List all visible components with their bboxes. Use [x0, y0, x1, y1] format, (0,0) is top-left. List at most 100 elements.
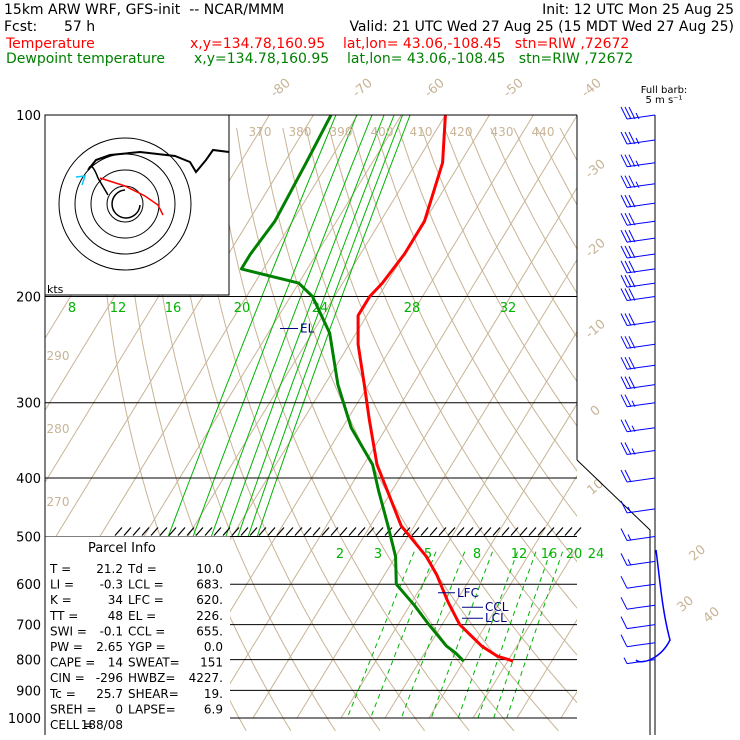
- cap-hatch: [114, 527, 123, 536]
- pressure-tick-label: 600: [16, 578, 41, 593]
- wind-barb-flag: [624, 419, 632, 432]
- wind-barb-low-levels: [635, 549, 671, 663]
- cap-hatch: [213, 527, 222, 536]
- temperature-location: x,y=134.78,160.95 lat,lon= 43.06,-108.45…: [190, 36, 630, 52]
- dry-adiabat-line: [282, 127, 577, 704]
- parcel-value: 655.: [196, 624, 223, 638]
- isotherm-line: [340, 330, 577, 719]
- pressure-tick-label: 300: [16, 397, 41, 412]
- mixing-ratio-label: 5: [424, 547, 432, 562]
- mixing-ratio-label: 32: [500, 301, 517, 316]
- cap-hatch: [231, 527, 240, 536]
- wind-barb-flag: [620, 260, 628, 274]
- init-time: Init: 12 UTC Mon 25 Aug 25: [542, 2, 734, 18]
- parcel-label: EL =: [128, 609, 156, 623]
- dry-adiabat-line: [143, 127, 336, 732]
- wind-barb-flag: [620, 356, 628, 370]
- parcel-value: -0.3: [100, 578, 123, 592]
- pressure-tick-label: 800: [16, 654, 41, 669]
- cap-hatch: [456, 527, 465, 536]
- parcel-label: HWBZ=: [128, 671, 175, 685]
- wind-barb-flag: [628, 245, 636, 259]
- parcel-label: YGP =: [127, 640, 166, 654]
- parcel-value: 683.: [196, 578, 223, 592]
- cap-hatch: [141, 527, 150, 536]
- wind-barb-flag: [628, 194, 636, 208]
- theta-label: 390: [330, 125, 353, 139]
- parcel-value: -296: [96, 671, 123, 685]
- wind-barb-flag: [620, 288, 628, 301]
- wind-barb-flag: [620, 106, 628, 120]
- parcel-value: 188/08: [81, 718, 123, 732]
- mixing-ratio-line: [370, 551, 437, 719]
- wind-barb-half: [631, 400, 636, 407]
- wind-barb-flag: [624, 469, 632, 483]
- parcel-value: 151: [200, 656, 223, 670]
- cap-hatch: [564, 527, 573, 536]
- hodograph-kts-label: kts: [47, 283, 64, 296]
- hodograph-cyan-marker: [75, 175, 87, 186]
- cap-hatch: [348, 527, 357, 536]
- wind-barb-flag: [620, 274, 628, 288]
- dewpoint-profile: [239, 115, 465, 663]
- wind-barb-half: [635, 160, 640, 167]
- parcel-value: 10.0: [196, 562, 223, 576]
- cap-hatch: [168, 527, 177, 536]
- wind-barb-flag: [624, 154, 632, 167]
- dry-adiabat-line: [189, 127, 426, 732]
- wind-barb-shaft: [626, 402, 656, 408]
- isotherm-label: 30: [675, 593, 697, 615]
- theta-label: 270: [47, 495, 70, 509]
- cap-hatch: [177, 527, 186, 536]
- model-title: 15km ARW WRF, GFS-init -- NCAR/MMM: [4, 2, 285, 18]
- isotherm-label: -20: [583, 236, 609, 261]
- wind-barb-shaft: [626, 427, 656, 433]
- frame-right-slant: [576, 459, 651, 735]
- mixing-ratio-line: [430, 551, 493, 719]
- wind-barb-flag: [620, 131, 628, 145]
- barb-key-line2: 5 m s⁻¹: [645, 95, 683, 106]
- isotherm-label: -70: [350, 76, 376, 101]
- wind-barb-flag: [624, 336, 632, 349]
- wind-barb-shaft: [626, 321, 656, 326]
- parcel-value: -0.1: [100, 624, 123, 638]
- wind-barb-shaft: [626, 508, 656, 514]
- isotherm-label: -50: [501, 76, 527, 101]
- parcel-label: LI =: [50, 578, 74, 592]
- theta-label: 290: [47, 349, 70, 363]
- mixing-ratio-label: 20: [566, 547, 583, 562]
- isotherm-line: [208, 115, 577, 719]
- mixing-ratio-line: [346, 551, 415, 719]
- parcel-label: T =: [49, 562, 71, 576]
- cap-hatch: [186, 527, 195, 536]
- parcel-title: Parcel Info: [88, 541, 156, 556]
- wind-barb-shaft: [626, 364, 656, 370]
- wind-barb-flag: [628, 175, 636, 188]
- mixing-ratio-label: 24: [588, 547, 605, 562]
- cap-hatch: [573, 527, 582, 536]
- parcel-value: 21.2: [96, 562, 123, 576]
- wind-barb-flag: [624, 313, 632, 326]
- cap-hatch: [123, 527, 132, 536]
- parcel-value: 226.: [196, 609, 223, 623]
- isotherm-line: [472, 546, 577, 719]
- wind-barb-flag: [624, 274, 632, 288]
- cap-hatch: [330, 527, 339, 536]
- temperature-profile: [356, 115, 514, 663]
- wind-barb-flag: [628, 288, 636, 301]
- hodograph-box: [44, 114, 230, 296]
- dry-adiabat-line: [699, 128, 740, 731]
- pressure-tick-label: 500: [16, 531, 41, 546]
- wind-barb-half: [631, 425, 636, 432]
- wind-barb-flag: [628, 376, 636, 389]
- isotherm-label: 20: [687, 542, 709, 564]
- dry-adiabat-line: [328, 127, 577, 609]
- isotherm-label: -30: [583, 157, 609, 182]
- parcel-label: CCL =: [128, 624, 165, 638]
- wind-barb-half: [635, 181, 640, 188]
- wind-barb-shaft: [626, 162, 656, 168]
- isotherm-label: -80: [268, 76, 294, 101]
- cap-hatch: [555, 527, 564, 536]
- dewpoint-location: x,y=134.78,160.95 lat,lon= 43.06,-108.45…: [194, 51, 634, 67]
